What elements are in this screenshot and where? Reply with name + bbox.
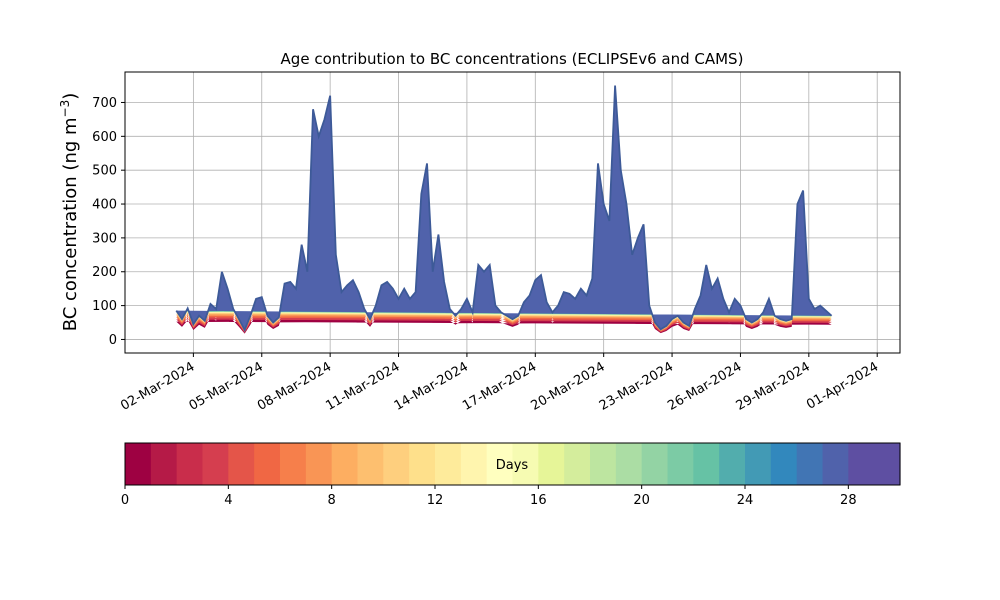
x-tick-label: 01-Apr-2024: [804, 359, 881, 412]
colorbar-swatch: [874, 443, 901, 485]
colorbar-swatch: [615, 443, 643, 485]
colorbar-swatch: [538, 443, 565, 485]
y-axis-label-close: ): [60, 93, 81, 100]
y-tick-label: 700: [92, 96, 117, 111]
x-tick-label: 17-Mar-2024: [460, 359, 539, 413]
colorbar-swatch: [254, 443, 281, 485]
y-tick-label: 600: [92, 130, 117, 145]
colorbar-swatch: [125, 443, 152, 485]
colorbar-swatch: [486, 443, 514, 485]
colorbar-swatch: [564, 443, 591, 485]
age-band-area: [176, 116, 832, 332]
x-tick-label: 02-Mar-2024: [118, 359, 197, 413]
colorbar-ticks: 0 4 8 12 16 20 24 28: [121, 485, 857, 508]
colorbar-swatch: [822, 443, 849, 485]
colorbar-tick-label: 28: [840, 493, 857, 508]
plot-frame: [124, 71, 901, 354]
x-tick-label: 29-Mar-2024: [734, 359, 813, 413]
colorbar-label: Days: [496, 458, 529, 473]
x-tick-label: 14-Mar-2024: [392, 359, 471, 413]
colorbar-swatch: [719, 443, 746, 485]
age-band-area: [176, 85, 832, 330]
age-band-area: [176, 98, 832, 331]
y-tick-label: 0: [109, 333, 117, 348]
colorbar-swatch: [331, 443, 359, 485]
y-tick-label: 300: [92, 231, 117, 246]
colorbar-tick-label: 16: [530, 493, 547, 508]
grid: [125, 72, 900, 353]
colorbar-swatch: [280, 443, 307, 485]
colorbar-swatch: [228, 443, 255, 485]
colorbar-swatch: [150, 443, 178, 485]
colorbar-tick-label: 20: [633, 493, 650, 508]
colorbar-swatch: [460, 443, 488, 485]
colorbar-tick-label: 12: [427, 493, 444, 508]
stacked-areas: [176, 85, 832, 334]
y-tick-label: 200: [92, 265, 117, 280]
y-tick-label: 100: [92, 299, 117, 314]
age-band-area: [176, 105, 832, 331]
x-tick-label: 23-Mar-2024: [597, 359, 676, 413]
y-axis: 0 100 200 300 400 500 600 700: [92, 96, 125, 348]
colorbar-tick-label: 4: [224, 493, 232, 508]
colorbar: [125, 443, 901, 485]
colorbar-swatch: [176, 443, 204, 485]
x-tick-label: 08-Mar-2024: [255, 359, 334, 413]
colorbar-swatch: [357, 443, 384, 485]
y-tick-label: 500: [92, 164, 117, 179]
colorbar-swatch: [745, 443, 772, 485]
colorbar-swatch: [409, 443, 436, 485]
colorbar-swatch: [383, 443, 410, 485]
chart-title: Age contribution to BC concentrations (E…: [281, 50, 744, 68]
colorbar-frame: [124, 442, 901, 486]
colorbar-swatch: [512, 443, 539, 485]
colorbar-swatch: [693, 443, 720, 485]
y-axis-label-exponent: −3: [58, 100, 72, 118]
colorbar-tick-label: 8: [328, 493, 336, 508]
colorbar-tick-label: 0: [121, 493, 129, 508]
colorbar-swatch: [848, 443, 875, 485]
x-tick-label: 11-Mar-2024: [323, 359, 402, 413]
colorbar-swatch: [305, 443, 333, 485]
colorbar-swatch: [202, 443, 229, 485]
colorbar-swatch: [435, 443, 462, 485]
x-axis: 02-Mar-202405-Mar-202408-Mar-202411-Mar-…: [118, 353, 881, 414]
x-tick-label: 05-Mar-2024: [187, 359, 266, 413]
age-band-area: [176, 93, 832, 331]
colorbar-swatch: [796, 443, 824, 485]
x-tick-label: 26-Mar-2024: [665, 359, 744, 413]
colorbar-tick-label: 24: [737, 493, 754, 508]
colorbar-swatch: [641, 443, 669, 485]
x-tick-label: 20-Mar-2024: [529, 359, 608, 413]
total-outline: [175, 85, 833, 333]
y-tick-label: 400: [92, 198, 117, 213]
colorbar-swatch: [770, 443, 798, 485]
y-axis-label: BC concentration (ng m−3): [58, 93, 81, 332]
age-band-area: [176, 88, 832, 331]
colorbar-swatch: [667, 443, 694, 485]
colorbar-swatch: [590, 443, 617, 485]
